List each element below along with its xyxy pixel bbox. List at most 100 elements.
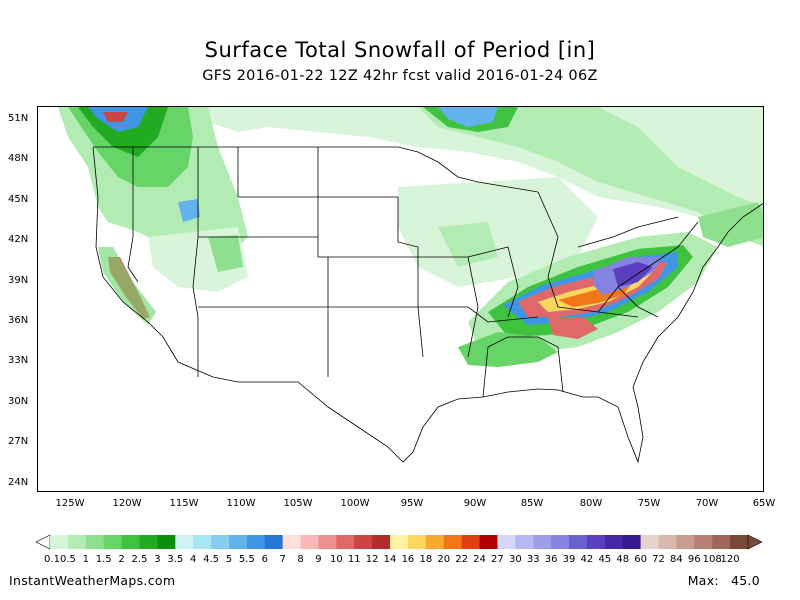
colorbar-label: 84 bbox=[670, 554, 683, 565]
lat-label: 27N bbox=[8, 436, 29, 447]
lon-label: 100W bbox=[340, 498, 370, 509]
state-borders bbox=[92, 146, 763, 464]
lat-label: 30N bbox=[8, 396, 29, 407]
colorbar-swatch bbox=[193, 535, 212, 549]
colorbar-swatch bbox=[264, 535, 284, 549]
colorbar-label: 1 bbox=[82, 554, 89, 565]
colorbar-swatch bbox=[50, 535, 69, 549]
colorbar-swatch bbox=[67, 535, 87, 549]
max-value: 45.0 bbox=[730, 573, 760, 588]
colorbar-swatch bbox=[497, 535, 516, 549]
colorbar-label: 120 bbox=[720, 554, 740, 565]
colorbar-swatch bbox=[694, 535, 713, 549]
colorbar-label: 18 bbox=[419, 554, 433, 565]
colorbar-swatch bbox=[730, 535, 749, 549]
colorbar-swatch bbox=[586, 535, 606, 549]
colorbar-label: 60 bbox=[634, 554, 647, 565]
colorbar-label: 6 bbox=[261, 554, 268, 565]
colorbar-swatch bbox=[228, 535, 248, 549]
colorbar-label: 2.5 bbox=[131, 554, 148, 565]
lon-label: 95W bbox=[400, 498, 424, 509]
colorbar-swatch bbox=[551, 535, 570, 549]
colorbar-swatch bbox=[533, 535, 552, 549]
map-title: Surface Total Snowfall of Period [in] bbox=[204, 38, 596, 62]
colorbar-swatch bbox=[461, 535, 480, 549]
colorbar-label: 9 bbox=[315, 554, 322, 565]
snow-sierra-outer bbox=[98, 247, 156, 325]
colorbar-arrow-high bbox=[747, 534, 763, 550]
colorbar-swatch bbox=[443, 535, 463, 549]
colorbar-label: 1.5 bbox=[95, 554, 112, 565]
colorbar-label: 16 bbox=[401, 554, 415, 565]
colorbar-swatch bbox=[569, 535, 588, 549]
snow-southeast-green bbox=[458, 332, 558, 367]
lon-label: 105W bbox=[283, 498, 313, 509]
lat-label: 45N bbox=[8, 194, 29, 205]
colorbar-label: 3 bbox=[154, 554, 161, 565]
site-credit: InstantWeatherMaps.com bbox=[9, 573, 176, 588]
colorbar-swatch bbox=[211, 535, 230, 549]
colorbar-label: 33 bbox=[526, 554, 540, 565]
colorbar-label: 0.1 bbox=[44, 554, 60, 565]
colorbar-label: 36 bbox=[544, 554, 558, 565]
colorbar-label: 0.5 bbox=[59, 554, 76, 565]
colorbar-swatch bbox=[175, 535, 194, 549]
lon-label: 70W bbox=[695, 498, 719, 509]
snow-mid-atlantic-deep-purple bbox=[613, 262, 653, 287]
colorbar-swatch bbox=[85, 535, 105, 549]
colorbar-swatch bbox=[407, 535, 427, 549]
colorbar-swatch bbox=[479, 535, 498, 549]
map-canvas bbox=[58, 107, 763, 464]
lon-label: 115W bbox=[169, 498, 199, 509]
lon-label: 85W bbox=[520, 498, 544, 509]
lon-label: 120W bbox=[112, 498, 142, 509]
colorbar-label: 108 bbox=[702, 554, 722, 565]
colorbar-label: 42 bbox=[580, 554, 594, 565]
colorbar-swatch bbox=[318, 535, 337, 549]
map-subtitle: GFS 2016-01-22 12Z 42hr fcst valid 2016-… bbox=[202, 68, 598, 84]
colorbar-label: 48 bbox=[616, 554, 630, 565]
snowfall-map bbox=[37, 106, 764, 492]
colorbar-label: 5.5 bbox=[238, 554, 255, 565]
colorbar bbox=[36, 534, 763, 550]
colorbar-swatch bbox=[425, 535, 445, 549]
colorbar-swatch bbox=[157, 535, 176, 549]
lat-label: 24N bbox=[8, 477, 29, 488]
lat-label: 51N bbox=[8, 113, 29, 124]
max-label: Max: bbox=[687, 573, 719, 588]
colorbar-label: 22 bbox=[455, 554, 469, 565]
colorbar-label: 45 bbox=[598, 554, 612, 565]
colorbar-label: 96 bbox=[687, 554, 701, 565]
colorbar-swatch bbox=[282, 535, 301, 549]
colorbar-label: 10 bbox=[329, 554, 343, 565]
lat-label: 48N bbox=[8, 153, 29, 164]
lat-label: 42N bbox=[8, 234, 29, 245]
snow-midwest-light bbox=[398, 177, 598, 287]
snow-canada-mid bbox=[418, 107, 763, 247]
lat-label: 33N bbox=[8, 355, 29, 366]
colorbar-label: 2 bbox=[118, 554, 125, 565]
colorbar-swatch bbox=[139, 535, 158, 549]
colorbar-swatch bbox=[103, 535, 122, 549]
colorbar-label: 7 bbox=[279, 554, 286, 565]
snow-northwest-red bbox=[103, 112, 128, 122]
lon-label: 75W bbox=[637, 498, 661, 509]
colorbar-label: 20 bbox=[437, 554, 451, 565]
lon-label: 125W bbox=[55, 498, 85, 509]
colorbar-label: 24 bbox=[473, 554, 486, 565]
snow-colorado bbox=[208, 235, 243, 272]
snow-southeast-red bbox=[548, 317, 598, 339]
colorbar-label: 5 bbox=[225, 554, 233, 565]
lat-label: 39N bbox=[8, 275, 29, 286]
snow-canada-blue bbox=[438, 107, 498, 127]
lon-label: 65W bbox=[752, 498, 776, 509]
colorbar-label: 72 bbox=[652, 554, 665, 565]
colorbar-label: 27 bbox=[491, 554, 504, 565]
colorbar-swatch bbox=[300, 535, 319, 549]
colorbar-label: 3.5 bbox=[167, 554, 184, 565]
colorbar-label: 12 bbox=[365, 554, 379, 565]
lon-label: 110W bbox=[226, 498, 256, 509]
lon-label: 80W bbox=[579, 498, 603, 509]
colorbar-label: 11 bbox=[347, 554, 361, 565]
colorbar-label: 8 bbox=[297, 554, 304, 565]
